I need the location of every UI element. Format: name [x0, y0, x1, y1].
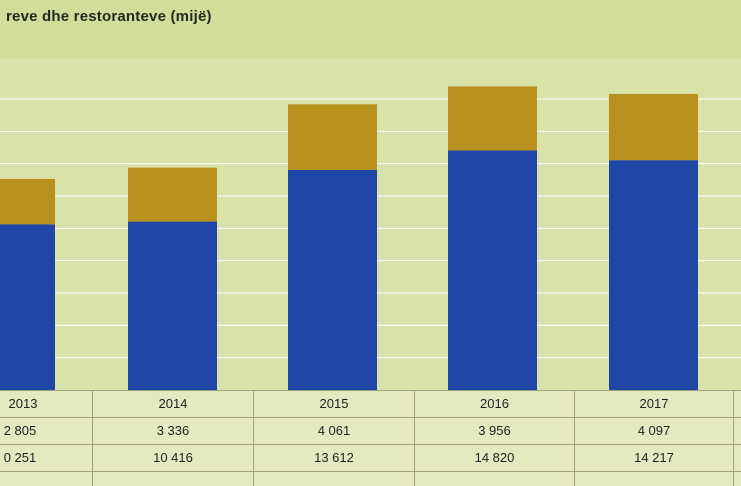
table-cell-year: 2014 [158, 396, 188, 411]
table-row-restorante: 2 805 3 336 4 061 3 956 4 097 [0, 417, 741, 444]
table-cell-value: 3 956 [478, 423, 511, 438]
table-divider [92, 390, 93, 486]
bar-restorante-2013 [0, 178, 55, 225]
table-cell-value: 4 097 [637, 423, 671, 438]
bar-restorante-2015 [288, 104, 377, 170]
data-table: 2013 2014 2015 2016 2017 2 805 3 336 4 0… [0, 390, 741, 486]
bar-bare-2013 [0, 224, 55, 390]
table-cell-value: 4 061 [317, 423, 351, 438]
table-divider [414, 390, 415, 486]
table-rule [0, 390, 741, 391]
bar-bare-2015 [288, 169, 377, 390]
bar-bare-2016 [448, 150, 537, 390]
bar-restorante-2014 [128, 167, 217, 222]
table-divider [574, 390, 575, 486]
table-rule [0, 417, 741, 418]
bar-bare-2017 [609, 160, 698, 390]
bar-restorante-2016 [448, 86, 537, 151]
bar-restorante-2017 [609, 93, 698, 161]
table-row-bare: 0 251 10 416 13 612 14 820 14 217 [0, 444, 741, 471]
table-cell-year: 2015 [319, 396, 349, 411]
table-cell-value: 2 805 [3, 423, 37, 438]
table-cell-value: 13 612 [314, 450, 354, 465]
table-rule [0, 444, 741, 445]
table-cell-value: 0 251 [3, 450, 37, 465]
table-divider [733, 390, 734, 486]
table-cell-year: 2013 [8, 396, 38, 411]
table-divider [253, 390, 254, 486]
table-cell-value: 14 217 [634, 450, 674, 465]
table-row-years: 2013 2014 2015 2016 2017 [0, 390, 741, 417]
table-cell-year: 2017 [639, 396, 669, 411]
table-rule [0, 471, 741, 472]
bar-chart [0, 86, 741, 390]
chart-title: reve dhe restoranteve (mijë) [6, 8, 212, 25]
table-cell-value: 10 416 [153, 450, 193, 465]
header-band: reve dhe restoranteve (mijë) [0, 0, 741, 58]
table-cell-value: 14 820 [474, 450, 515, 465]
table-cell-year: 2016 [480, 396, 509, 411]
plot-area: bare re [0, 58, 741, 434]
table-cell-value: 3 336 [156, 423, 190, 438]
bar-bare-2014 [128, 221, 217, 390]
